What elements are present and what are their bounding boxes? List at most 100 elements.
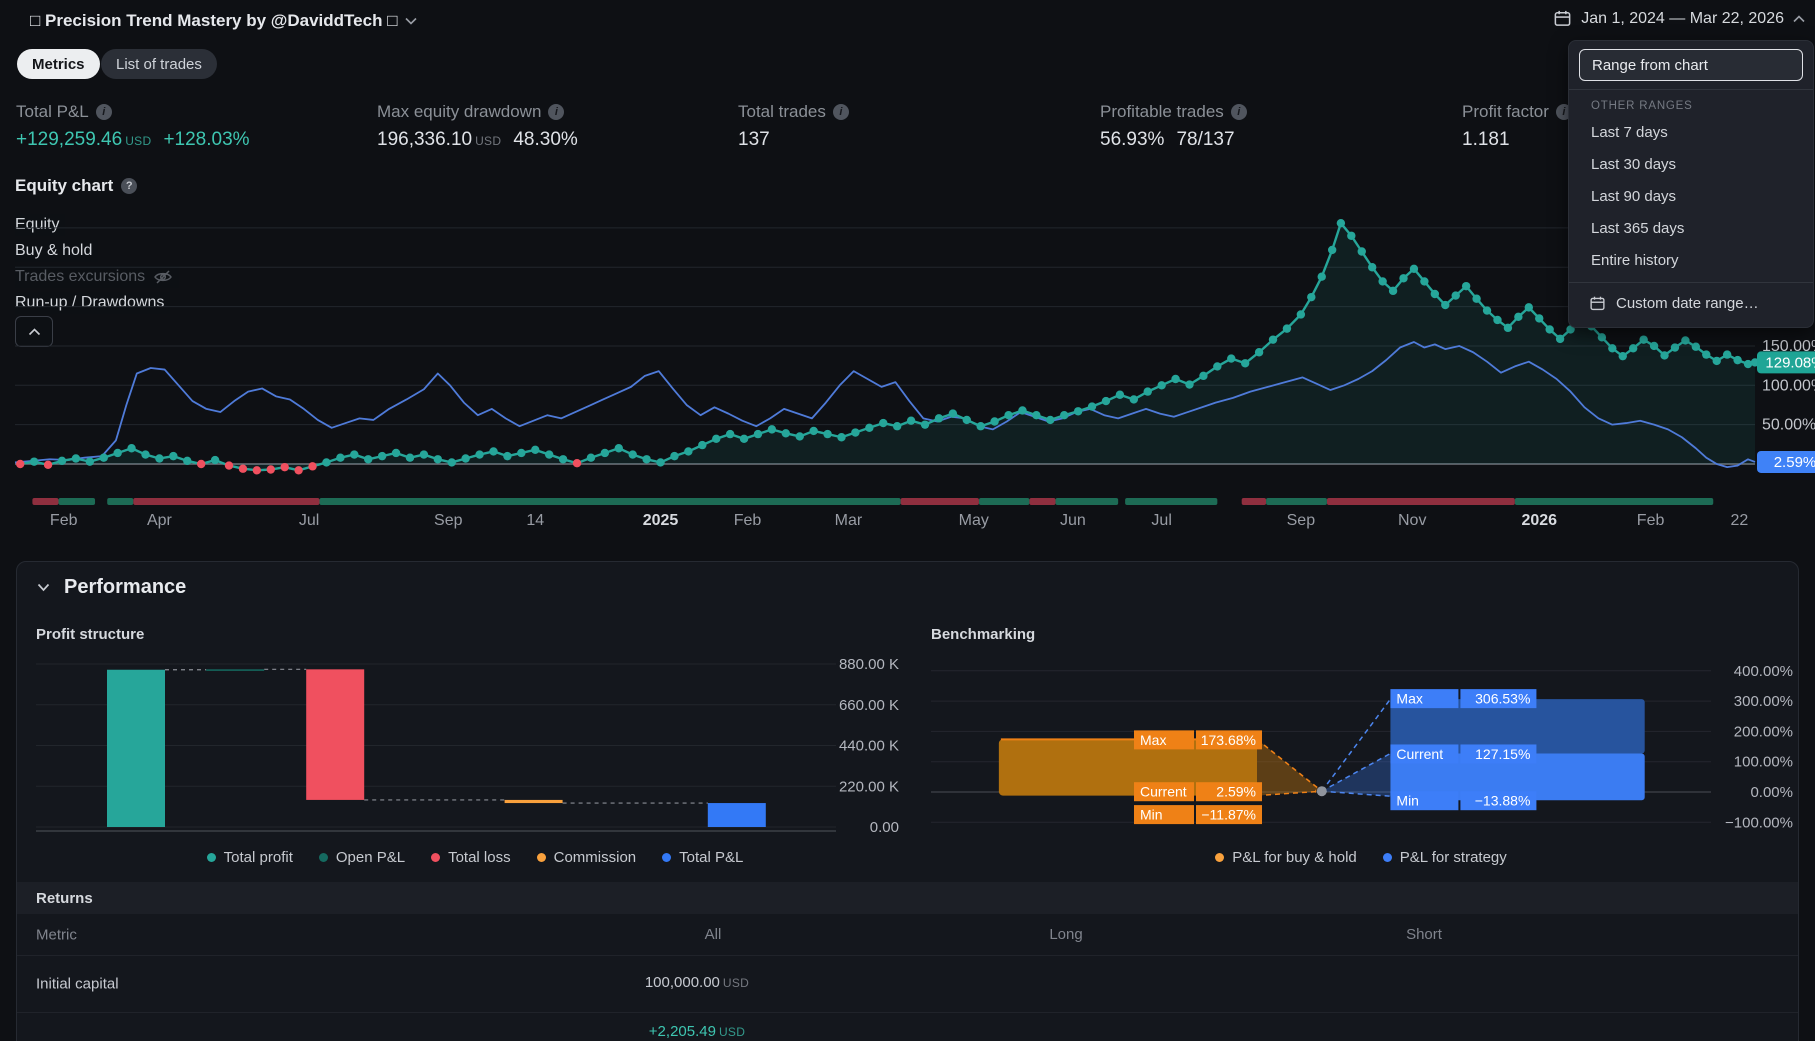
- equity-marker[interactable]: [447, 458, 456, 467]
- equity-marker[interactable]: [1545, 325, 1554, 334]
- equity-marker[interactable]: [1317, 272, 1326, 281]
- equity-marker[interactable]: [1681, 336, 1690, 345]
- equity-marker[interactable]: [684, 447, 693, 456]
- equity-legend-trades-excursions[interactable]: Trades excursions: [15, 266, 180, 288]
- equity-marker[interactable]: [1032, 411, 1041, 420]
- equity-marker[interactable]: [725, 429, 735, 439]
- equity-marker[interactable]: [656, 458, 665, 467]
- equity-marker[interactable]: [461, 454, 470, 463]
- benchmarking-chart[interactable]: 400.00% 300.00% 200.00% 100.00% 0.00% −100.00…: [921, 646, 1815, 851]
- tab-metrics[interactable]: Metrics: [17, 49, 100, 79]
- equity-marker[interactable]: [1378, 277, 1387, 286]
- menu-item-last-7-days[interactable]: Last 7 days: [1569, 116, 1813, 148]
- equity-marker[interactable]: [920, 420, 930, 429]
- equity-marker[interactable]: [1101, 396, 1111, 406]
- equity-marker[interactable]: [795, 432, 804, 441]
- equity-marker[interactable]: [1018, 406, 1027, 415]
- waterfall-bar-commission[interactable]: [504, 799, 563, 804]
- legend-item[interactable]: Open P&L: [318, 849, 405, 866]
- equity-marker[interactable]: [1268, 335, 1278, 344]
- equity-marker[interactable]: [364, 455, 373, 464]
- equity-marker[interactable]: [1357, 247, 1366, 256]
- equity-marker[interactable]: [29, 457, 39, 466]
- equity-marker[interactable]: [628, 450, 637, 459]
- equity-marker[interactable]: [1712, 356, 1721, 366]
- info-icon[interactable]: i: [832, 104, 849, 120]
- help-icon[interactable]: ?: [121, 178, 138, 194]
- equity-marker[interactable]: [1670, 343, 1680, 352]
- equity-marker[interactable]: [934, 414, 944, 423]
- equity-marker[interactable]: [739, 434, 749, 444]
- equity-marker[interactable]: [16, 459, 25, 469]
- info-icon[interactable]: i: [1555, 104, 1572, 120]
- equity-chart[interactable]: Feb Apr Jul Sep 14 2025 Feb Mar May Jun Jul Sep Nov 2…: [0, 210, 1815, 532]
- equity-marker[interactable]: [906, 416, 916, 425]
- equity-marker[interactable]: [1472, 294, 1481, 303]
- equity-marker[interactable]: [1368, 263, 1377, 272]
- legend-item[interactable]: P&L for strategy: [1382, 849, 1507, 866]
- equity-marker[interactable]: [531, 445, 540, 455]
- equity-marker[interactable]: [1327, 245, 1337, 255]
- equity-marker[interactable]: [851, 428, 860, 437]
- equity-marker[interactable]: [1157, 381, 1166, 390]
- returns-section-header[interactable]: Returns: [17, 882, 1798, 914]
- equity-marker[interactable]: [1660, 351, 1669, 360]
- equity-marker[interactable]: [1743, 359, 1753, 369]
- menu-item-last-90-days[interactable]: Last 90 days: [1569, 180, 1813, 212]
- equity-marker[interactable]: [1254, 348, 1264, 357]
- equity-marker[interactable]: [1722, 350, 1732, 359]
- equity-marker[interactable]: [1461, 281, 1471, 291]
- legend-item[interactable]: P&L for buy & hold: [1215, 849, 1357, 866]
- equity-marker[interactable]: [1336, 218, 1346, 228]
- equity-marker[interactable]: [1073, 407, 1083, 416]
- equity-marker[interactable]: [1451, 291, 1460, 300]
- profit-structure-chart[interactable]: 880.00 K 660.00 K 440.00 K 220.00 K 0.00: [35, 646, 915, 851]
- equity-marker[interactable]: [503, 451, 512, 461]
- equity-marker[interactable]: [1493, 315, 1502, 325]
- equity-marker[interactable]: [1503, 323, 1513, 333]
- equity-marker[interactable]: [1087, 402, 1097, 411]
- equity-marker[interactable]: [642, 455, 651, 464]
- strategy-title-row[interactable]: □ Precision Trend Mastery by @DaviddTech…: [30, 11, 418, 31]
- equity-marker[interactable]: [670, 451, 679, 461]
- equity-marker[interactable]: [155, 454, 164, 463]
- equity-marker[interactable]: [280, 462, 289, 472]
- equity-marker[interactable]: [990, 417, 999, 426]
- equity-marker[interactable]: [99, 453, 108, 462]
- info-icon[interactable]: i: [95, 104, 112, 120]
- equity-marker[interactable]: [600, 448, 610, 458]
- equity-marker[interactable]: [1060, 411, 1069, 420]
- equity-marker[interactable]: [823, 429, 832, 439]
- collapse-chart-button[interactable]: [15, 316, 53, 347]
- equity-marker[interactable]: [1347, 231, 1356, 240]
- equity-marker[interactable]: [350, 450, 359, 459]
- equity-marker[interactable]: [781, 429, 791, 438]
- waterfall-bar-total-profit[interactable]: [107, 669, 165, 827]
- waterfall-bar-open-p-l[interactable]: [206, 669, 265, 671]
- equity-marker[interactable]: [1420, 277, 1429, 286]
- equity-marker[interactable]: [57, 456, 67, 466]
- equity-marker[interactable]: [169, 451, 178, 461]
- equity-marker[interactable]: [308, 462, 317, 471]
- legend-item[interactable]: Total profit: [206, 849, 293, 866]
- info-icon[interactable]: i: [548, 104, 565, 120]
- equity-marker[interactable]: [1430, 289, 1440, 299]
- equity-marker[interactable]: [71, 454, 81, 463]
- equity-marker[interactable]: [489, 447, 498, 456]
- equity-marker[interactable]: [1441, 300, 1450, 310]
- equity-marker[interactable]: [1702, 350, 1711, 359]
- equity-marker[interactable]: [879, 418, 888, 428]
- waterfall-bar-total-p-l[interactable]: [707, 803, 766, 827]
- equity-marker[interactable]: [1185, 380, 1194, 389]
- equity-marker[interactable]: [544, 450, 554, 459]
- equity-marker[interactable]: [572, 459, 582, 468]
- equity-marker[interactable]: [433, 455, 443, 464]
- equity-marker[interactable]: [1555, 334, 1565, 344]
- equity-marker[interactable]: [85, 457, 95, 466]
- equity-marker[interactable]: [196, 459, 206, 469]
- equity-marker[interactable]: [322, 458, 331, 467]
- equity-marker[interactable]: [475, 450, 484, 459]
- equity-marker[interactable]: [1240, 359, 1250, 368]
- equity-marker[interactable]: [1618, 351, 1627, 361]
- equity-marker[interactable]: [976, 422, 985, 431]
